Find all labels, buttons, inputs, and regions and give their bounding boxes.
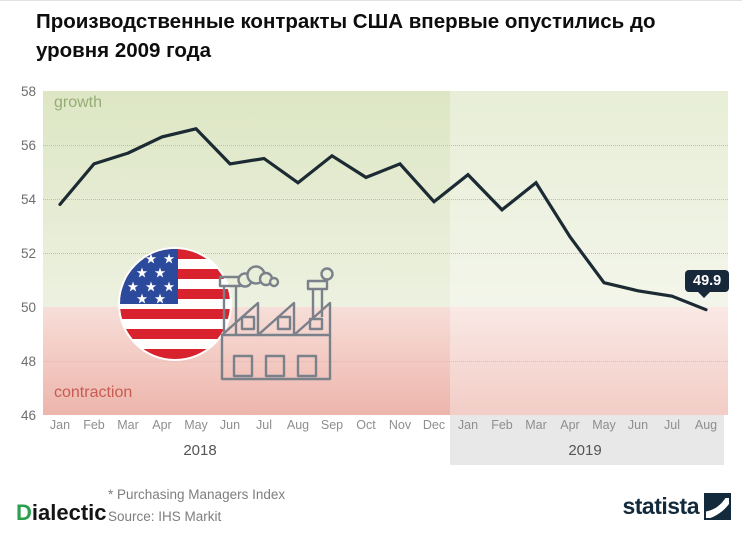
x-tick-label-2018-Apr: Apr	[152, 418, 172, 432]
x-tick-label-2018-Oct: Oct	[356, 418, 376, 432]
x-tick-label-2018-Feb: Feb	[83, 418, 105, 432]
x-tick-label-2018-Dec: Dec	[422, 418, 446, 432]
x-tick-label-2018-May: May	[184, 418, 208, 432]
statista-logo-icon	[704, 493, 731, 520]
gridline-52	[43, 253, 728, 254]
dialectic-logo-initial: D	[16, 500, 32, 525]
x-tick-label-2018-Mar: Mar	[117, 418, 139, 432]
year-label-2019: 2019	[568, 442, 602, 459]
x-tick-label-2019-Mar: Mar	[525, 418, 547, 432]
y-tick-label-58: 58	[20, 84, 36, 99]
footnotes: * Purchasing Managers Index Source: IHS …	[108, 484, 285, 528]
x-tick-label-2019-May: May	[592, 418, 616, 432]
x-tick-label-2019-Feb: Feb	[491, 418, 513, 432]
source-line: Source: IHS Markit	[108, 509, 222, 524]
gridline-48	[43, 361, 728, 362]
gridline-54	[43, 199, 728, 200]
gridline-56	[43, 145, 728, 146]
contraction-zone-label: contraction	[54, 384, 133, 401]
growth-zone-label: growth	[54, 94, 103, 111]
x-tick-label-2018-Nov: Nov	[388, 418, 412, 432]
x-tick-label-2018-Jan: Jan	[49, 418, 71, 432]
footnote-pmi: * Purchasing Managers Index	[108, 487, 286, 502]
x-tick-label-2019-Jan: Jan	[457, 418, 479, 432]
y-tick-label-50: 50	[20, 300, 36, 315]
last-value-callout: 49.9	[685, 269, 730, 298]
year-label-2018: 2018	[183, 442, 217, 459]
y-tick-label-56: 56	[20, 138, 36, 153]
dialectic-logo: Dialectic	[16, 500, 107, 526]
page-title-line2: уровня 2009 года	[36, 38, 212, 62]
y-tick-label-52: 52	[20, 246, 36, 261]
x-tick-label-2018-Aug: Aug	[286, 418, 310, 432]
statista-logo: statista	[622, 493, 731, 520]
y-tick-label-46: 46	[20, 408, 36, 423]
statista-logo-text: statista	[622, 493, 699, 519]
x-tick-label-2019-Aug: Aug	[694, 418, 718, 432]
page-title-line1: Производственные контракты США впервые о…	[36, 10, 656, 33]
page-title: Производственные контракты США впервые о…	[36, 8, 726, 65]
x-tick-label-2018-Jun: Jun	[219, 418, 241, 432]
x-tick-label-2018-Sep: Sep	[320, 418, 344, 432]
dialectic-logo-rest: ialectic	[31, 500, 107, 525]
x-tick-label-2019-Apr: Apr	[560, 418, 580, 432]
y-tick-label-54: 54	[20, 192, 36, 207]
y-tick-label-48: 48	[20, 354, 36, 369]
x-tick-label-2019-Jun: Jun	[627, 418, 649, 432]
x-tick-label-2018-Jul: Jul	[256, 418, 272, 432]
year-2019-axis-band	[450, 415, 724, 465]
x-tick-label-2019-Jul: Jul	[664, 418, 680, 432]
